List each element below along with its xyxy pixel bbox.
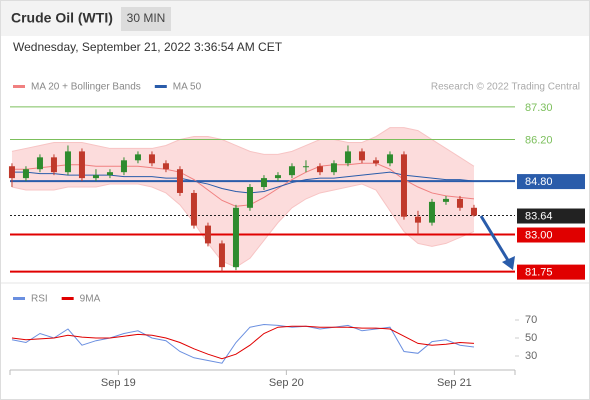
candle-body bbox=[470, 207, 477, 216]
band-lower bbox=[11, 183, 475, 268]
candle-body bbox=[64, 151, 71, 173]
legend-swatch bbox=[61, 297, 74, 300]
x-tick-label: Sep 20 bbox=[269, 377, 304, 389]
candle-body bbox=[330, 163, 337, 173]
candle-body bbox=[428, 201, 435, 223]
candle-body bbox=[344, 151, 351, 164]
arrow-head bbox=[502, 256, 515, 270]
candle-body bbox=[176, 169, 183, 193]
band-upper bbox=[11, 127, 475, 167]
candle-body bbox=[36, 157, 43, 170]
candle-body bbox=[120, 160, 127, 173]
candle-body bbox=[442, 198, 449, 202]
candle-body bbox=[246, 187, 253, 208]
legend-label: 9MA bbox=[80, 294, 101, 305]
candle-body bbox=[162, 163, 169, 170]
legend-label: RSI bbox=[31, 294, 48, 305]
y-tick-label: 50 bbox=[525, 332, 537, 344]
candle-body bbox=[414, 216, 421, 223]
ma50-line bbox=[11, 171, 475, 194]
candle-body bbox=[316, 166, 323, 173]
candle-body bbox=[274, 175, 281, 179]
legend-swatch bbox=[154, 85, 167, 88]
candle-body bbox=[302, 166, 309, 168]
candle-body bbox=[204, 225, 211, 244]
bollinger-band bbox=[11, 127, 474, 268]
source-label: Research © 2022 Trading Central bbox=[431, 82, 580, 93]
candle-body bbox=[78, 151, 85, 179]
ma20-line bbox=[11, 162, 475, 207]
legend-swatch bbox=[13, 85, 25, 88]
level-badge bbox=[517, 208, 585, 224]
candle-body bbox=[50, 157, 57, 173]
candle-body bbox=[400, 154, 407, 217]
y-tick-label: 70 bbox=[525, 314, 537, 326]
level-badge bbox=[517, 227, 585, 243]
instrument-title: Crude Oil (WTI) bbox=[11, 10, 113, 26]
level-label: 83.00 bbox=[525, 229, 553, 241]
candle-body bbox=[232, 207, 239, 268]
interval-label[interactable]: 30 MIN bbox=[127, 11, 166, 25]
title-bar bbox=[1, 1, 589, 36]
arrow-shaft bbox=[479, 215, 511, 263]
level-label: 86.20 bbox=[525, 134, 553, 146]
level-badge bbox=[517, 264, 585, 280]
candle-body bbox=[8, 166, 15, 179]
candle-body bbox=[260, 178, 267, 188]
level-label: 83.64 bbox=[525, 210, 553, 222]
candle-body bbox=[134, 154, 141, 161]
level-label: 81.75 bbox=[525, 267, 553, 279]
x-tick-label: Sep 21 bbox=[437, 377, 472, 389]
candle-body bbox=[22, 169, 29, 179]
level-label: 84.80 bbox=[525, 176, 553, 188]
legend-label: MA 20 + Bollinger Bands bbox=[31, 82, 141, 93]
indicator-line bbox=[11, 323, 475, 364]
y-tick-label: 30 bbox=[525, 350, 537, 362]
timestamp: Wednesday, September 21, 2022 3:36:54 AM… bbox=[13, 40, 283, 54]
candle-body bbox=[358, 151, 365, 161]
candle-body bbox=[190, 192, 197, 226]
candle-body bbox=[92, 175, 99, 179]
forecast-arrow bbox=[479, 215, 515, 270]
candle-body bbox=[456, 198, 463, 208]
level-label: 87.30 bbox=[525, 102, 553, 114]
x-tick-label: Sep 19 bbox=[101, 377, 136, 389]
candle-body bbox=[386, 154, 393, 164]
candle-body bbox=[106, 172, 113, 176]
candle-body bbox=[372, 160, 379, 164]
legend-swatch bbox=[13, 297, 25, 300]
interval-button[interactable] bbox=[121, 7, 171, 31]
candle-body bbox=[288, 166, 295, 176]
indicator-line bbox=[11, 325, 475, 360]
candle-body bbox=[148, 154, 155, 164]
level-badge bbox=[517, 174, 585, 190]
candle-body bbox=[218, 243, 225, 268]
legend-label: MA 50 bbox=[173, 82, 202, 93]
